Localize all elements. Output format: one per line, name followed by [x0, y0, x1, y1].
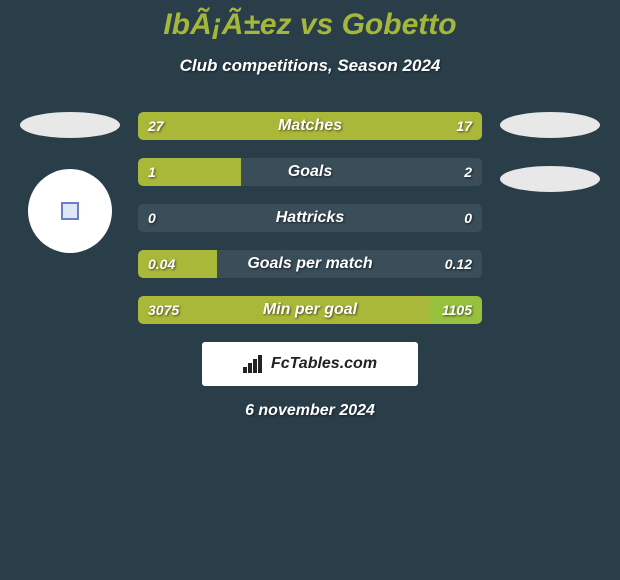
player-avatar-left — [28, 169, 112, 253]
logo-text: FcTables.com — [271, 355, 377, 373]
update-date: 6 november 2024 — [245, 402, 375, 420]
bar-label: Matches — [138, 112, 482, 140]
stat-bar-row: 00Hattricks — [138, 204, 482, 232]
team-badge-placeholder-left — [20, 112, 120, 138]
page-title: IbÃ¡Ã±ez vs Gobetto — [0, 8, 620, 42]
player-avatar-left-wrap — [20, 166, 120, 256]
stat-bar-row: 12Goals — [138, 158, 482, 186]
stat-bar-row: 30751105Min per goal — [138, 296, 482, 324]
subtitle: Club competitions, Season 2024 — [0, 56, 620, 76]
comparison-widget: IbÃ¡Ã±ez vs Gobetto Club competitions, S… — [0, 0, 620, 420]
team-badge-placeholder-right-1 — [500, 112, 600, 138]
bar-chart-icon — [243, 355, 265, 373]
bar-label: Hattricks — [138, 204, 482, 232]
player-left-column — [20, 112, 120, 256]
comparison-body: 2717Matches 12Goals 00Hattricks 0.040.12Goa… — [0, 112, 620, 324]
bar-label: Min per goal — [138, 296, 482, 324]
player-right-column — [500, 112, 600, 192]
fctables-logo[interactable]: FcTables.com — [202, 342, 418, 386]
bar-label: Goals — [138, 158, 482, 186]
avatar-placeholder-icon — [61, 202, 79, 220]
footer: FcTables.com 6 november 2024 — [0, 342, 620, 420]
stat-bar-row: 0.040.12Goals per match — [138, 250, 482, 278]
team-badge-placeholder-right-2 — [500, 166, 600, 192]
stat-bars: 2717Matches 12Goals 00Hattricks 0.040.12Goa… — [138, 112, 482, 324]
bar-label: Goals per match — [138, 250, 482, 278]
stat-bar-row: 2717Matches — [138, 112, 482, 140]
